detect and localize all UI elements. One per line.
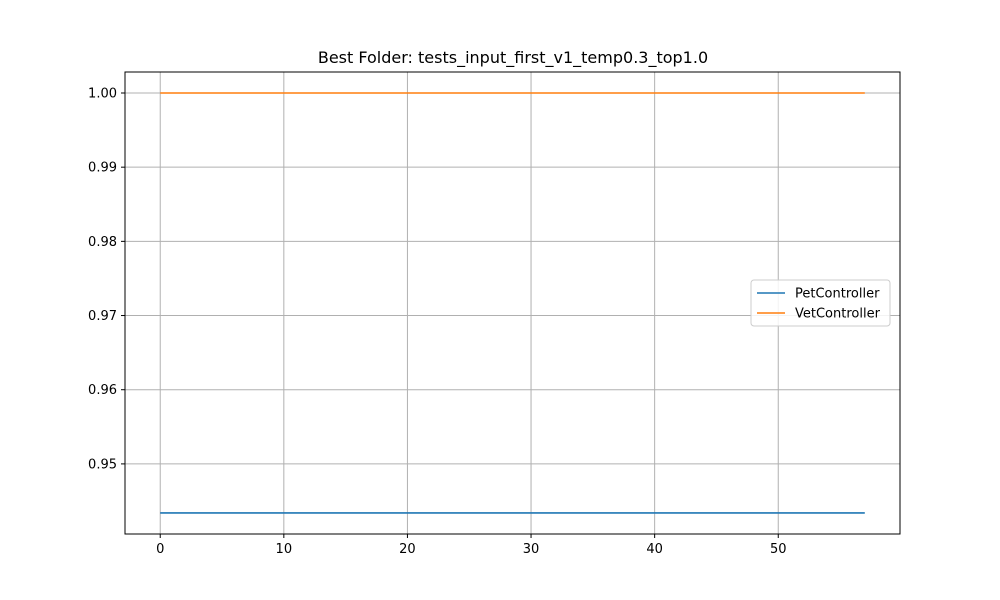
x-axis: 0 10 20 30 40 50	[156, 534, 787, 557]
y-tick-label: 0.99	[88, 161, 117, 176]
grid	[125, 72, 900, 534]
x-tick-label: 40	[646, 542, 663, 557]
x-tick-label: 20	[399, 542, 416, 557]
axes-frame	[124, 71, 901, 535]
y-tick-label: 0.95	[88, 457, 117, 472]
y-axis: 0.95 0.96 0.97 0.98 0.99 1.00	[88, 86, 125, 472]
x-tick-label: 0	[156, 542, 164, 557]
legend-box	[750, 279, 891, 327]
y-tick-label: 1.00	[88, 86, 117, 101]
chart-title: Best Folder: tests_input_first_v1_temp0.…	[318, 48, 708, 68]
legend-label: PetController	[795, 287, 880, 302]
x-tick-label: 50	[770, 542, 787, 557]
y-tick-label: 0.98	[88, 235, 117, 250]
x-tick-label: 30	[523, 542, 540, 557]
legend: PetController VetController	[750, 279, 891, 327]
x-tick-label: 10	[276, 542, 293, 557]
y-tick-label: 0.96	[88, 383, 117, 398]
legend-label: VetController	[795, 307, 881, 322]
series-lines	[160, 92, 865, 514]
y-tick-label: 0.97	[88, 309, 117, 324]
